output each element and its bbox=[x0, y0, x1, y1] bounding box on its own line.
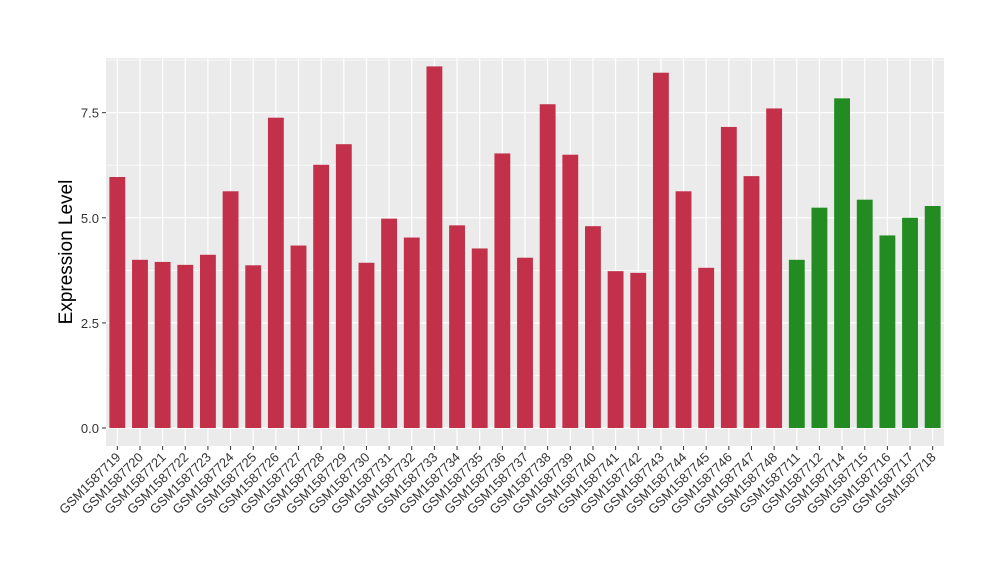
bar bbox=[177, 264, 194, 428]
bar bbox=[109, 176, 126, 428]
bar bbox=[426, 66, 443, 428]
y-tick-label: 0.0 bbox=[81, 421, 99, 436]
bar bbox=[630, 272, 647, 428]
bar bbox=[449, 225, 465, 428]
bar bbox=[607, 271, 624, 428]
bar bbox=[199, 254, 216, 428]
y-tick-label: 2.5 bbox=[81, 316, 99, 331]
bar bbox=[562, 154, 579, 429]
bar bbox=[879, 235, 896, 428]
bar bbox=[924, 206, 941, 428]
bar bbox=[720, 126, 737, 429]
bars bbox=[109, 66, 941, 429]
bar bbox=[675, 191, 692, 428]
bar bbox=[902, 217, 918, 428]
bar bbox=[834, 98, 851, 428]
bar bbox=[856, 199, 873, 428]
bar bbox=[358, 262, 375, 428]
bar bbox=[652, 72, 669, 428]
bar bbox=[471, 248, 488, 428]
bar bbox=[743, 176, 760, 428]
x-axis: GSM1587719GSM1587720GSM1587721GSM1587722… bbox=[56, 446, 939, 517]
bar bbox=[381, 218, 398, 428]
y-axis: 0.0 2.5 5.0 7.5 bbox=[81, 106, 106, 436]
bar bbox=[539, 104, 556, 428]
bar bbox=[154, 261, 171, 428]
bar bbox=[132, 259, 148, 428]
bar bbox=[517, 257, 533, 428]
bar bbox=[245, 265, 262, 428]
bar bbox=[811, 207, 828, 428]
bar bbox=[222, 191, 239, 428]
bar bbox=[585, 226, 601, 428]
bar bbox=[766, 108, 783, 429]
bar bbox=[335, 144, 352, 428]
bar bbox=[494, 153, 511, 428]
bar bbox=[403, 237, 420, 428]
bar bbox=[313, 164, 330, 428]
y-tick-label: 5.0 bbox=[81, 211, 99, 226]
y-tick-label: 7.5 bbox=[81, 106, 99, 121]
bar bbox=[267, 117, 284, 429]
bar bbox=[788, 259, 805, 428]
bar bbox=[290, 245, 307, 428]
y-axis-title: Expression Level bbox=[56, 180, 77, 325]
bar bbox=[698, 267, 715, 428]
